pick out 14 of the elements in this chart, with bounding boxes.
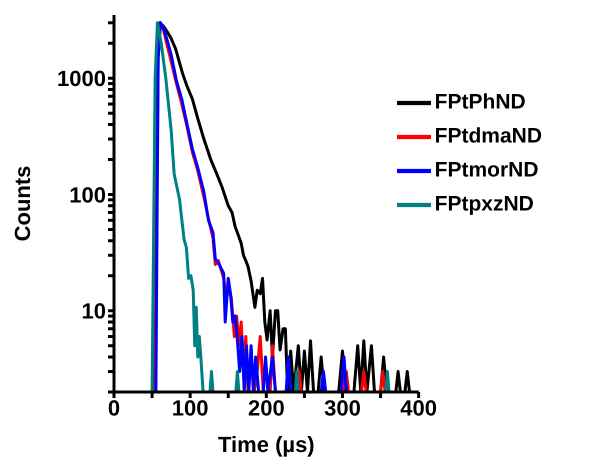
- x-tick-label: 300: [324, 396, 361, 421]
- y-tick-label: 10: [82, 298, 106, 324]
- legend-label: FPtPhND: [434, 90, 526, 114]
- legend-label: FPtpxzND: [434, 192, 534, 216]
- y-tick-label: 100: [69, 182, 106, 208]
- legend-label: FPtmorND: [434, 158, 538, 182]
- x-tick-label: 100: [172, 396, 209, 421]
- x-axis-title: Time (µs): [218, 432, 315, 457]
- y-axis-title: Counts: [10, 166, 35, 242]
- x-tick-label: 0: [108, 396, 120, 421]
- x-tick-label: 400: [400, 396, 438, 421]
- x-tick-label: 200: [248, 396, 285, 421]
- legend-label: FPtdmaND: [434, 124, 542, 148]
- y-tick-label: 1000: [57, 66, 106, 92]
